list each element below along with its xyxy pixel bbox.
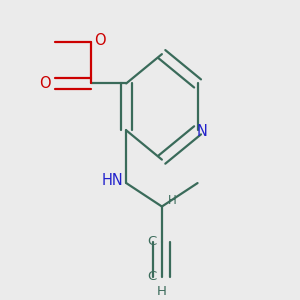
Text: H: H — [157, 285, 167, 298]
Text: H: H — [168, 194, 177, 207]
Text: N: N — [196, 124, 208, 139]
Text: O: O — [94, 33, 106, 48]
Text: O: O — [40, 76, 51, 91]
Text: C: C — [147, 235, 156, 248]
Text: C: C — [147, 270, 156, 283]
Text: HN: HN — [102, 172, 124, 188]
